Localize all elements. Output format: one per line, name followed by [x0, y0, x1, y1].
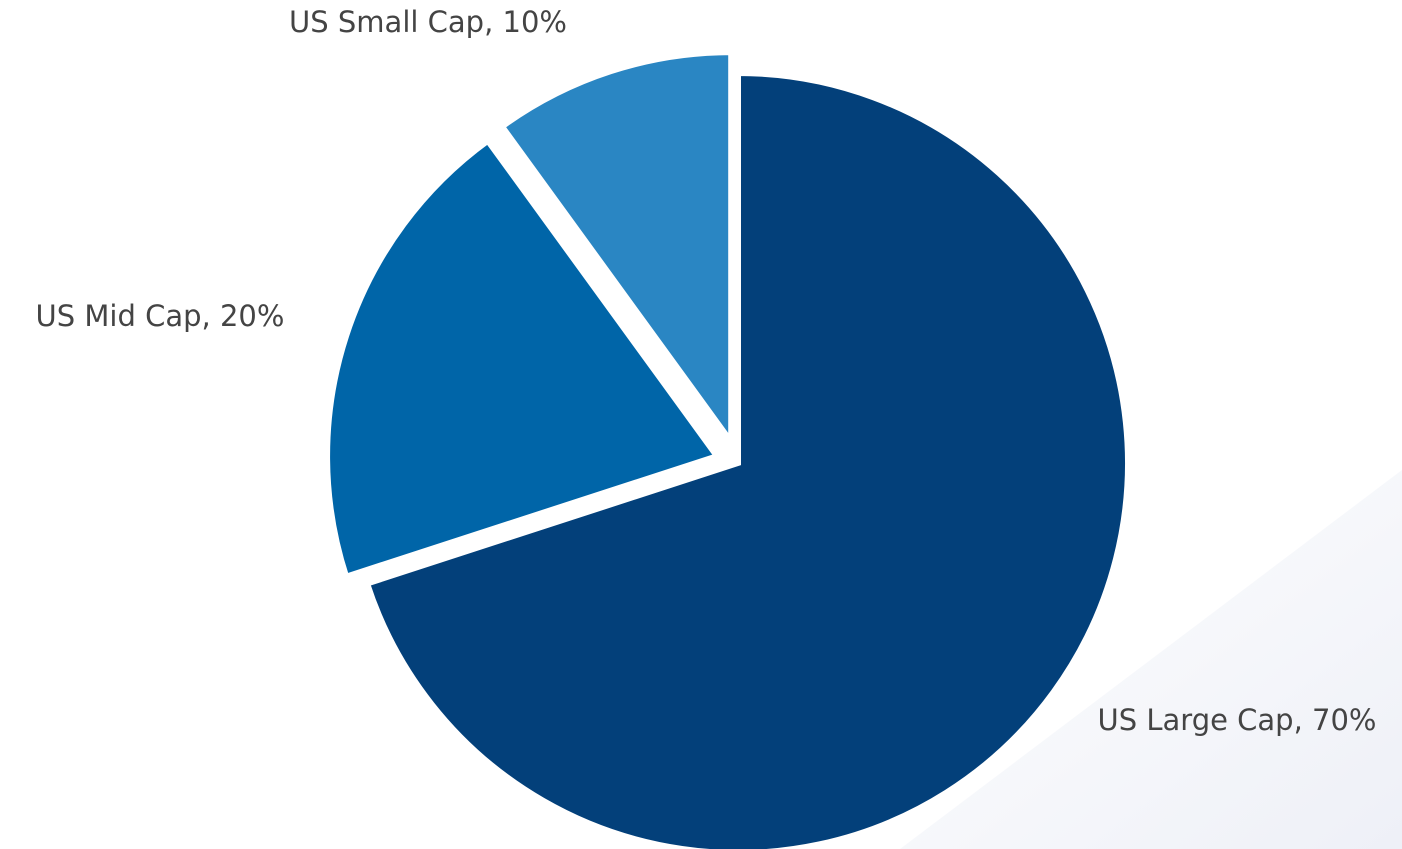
pie-slice [363, 69, 1131, 849]
slice-label: US Mid Cap, 20% [36, 299, 285, 333]
pie-slice [497, 49, 735, 452]
pie-slice [324, 136, 722, 581]
slice-label: US Large Cap, 70% [1098, 703, 1377, 737]
background-decor [900, 470, 1402, 849]
slice-label: US Small Cap, 10% [289, 5, 567, 39]
